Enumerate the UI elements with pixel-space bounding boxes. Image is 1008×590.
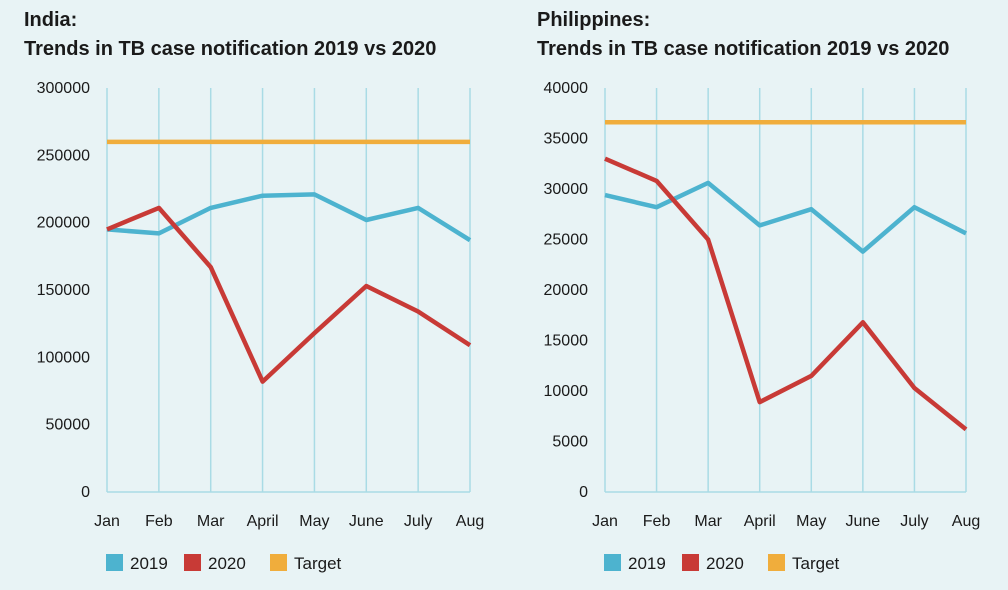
chart2-series-2020-line bbox=[604, 156, 968, 432]
chart2-title-line2: Trends in TB case notification 2019 vs 2… bbox=[537, 38, 949, 60]
chart1-y-tick-label: 300000 bbox=[37, 80, 90, 97]
chart2-x-tick-label: June bbox=[846, 513, 881, 530]
chart1-y-tick-label: 150000 bbox=[37, 282, 90, 299]
chart2-legend-label-2019: 2019 bbox=[628, 554, 666, 573]
chart2-series-2019-line bbox=[604, 180, 968, 254]
chart2-legend-label-2020: 2020 bbox=[706, 554, 744, 573]
chart2-legend-swatch-2020 bbox=[682, 554, 699, 571]
chart1-title-line2: Trends in TB case notification 2019 vs 2… bbox=[24, 38, 436, 60]
chart1-legend-swatch-target bbox=[270, 554, 287, 571]
chart2-y-tick-label: 0 bbox=[579, 484, 588, 501]
chart1-y-tick-label: 250000 bbox=[37, 147, 90, 164]
chart1-y-tick-label: 0 bbox=[81, 484, 90, 501]
chart1-title-line1: India: bbox=[24, 9, 77, 31]
chart2-title-line1: Philippines: bbox=[537, 9, 650, 31]
chart1-legend-swatch-2019 bbox=[106, 554, 123, 571]
chart2-y-tick-label: 25000 bbox=[544, 232, 589, 249]
chart2-x-tick-label: May bbox=[796, 513, 826, 530]
chart1-x-tick-label: July bbox=[404, 513, 432, 530]
chart2-x-tick-label: April bbox=[744, 513, 776, 530]
chart1-series-2020-line bbox=[106, 205, 472, 384]
chart2-y-tick-label: 20000 bbox=[544, 282, 589, 299]
chart1-x-tick-label: May bbox=[299, 513, 329, 530]
chart2-y-tick-label: 30000 bbox=[544, 181, 589, 198]
chart1-y-tick-label: 200000 bbox=[37, 215, 90, 232]
chart1-x-tick-label: Jan bbox=[94, 513, 120, 530]
chart2-y-tick-label: 5000 bbox=[552, 434, 588, 451]
chart2-x-tick-label: July bbox=[900, 513, 928, 530]
chart2-x-tick-label: Feb bbox=[643, 513, 671, 530]
chart1-x-tick-label: April bbox=[247, 513, 279, 530]
chart2-x-tick-label: Jan bbox=[592, 513, 618, 530]
chart1-legend-label-target: Target bbox=[294, 554, 342, 573]
chart2-y-tick-label: 40000 bbox=[544, 80, 589, 97]
chart2-y-tick-label: 35000 bbox=[544, 131, 589, 148]
chart1-x-tick-label: Mar bbox=[197, 513, 225, 530]
chart1-legend-swatch-2020 bbox=[184, 554, 201, 571]
chart2-y-tick-label: 15000 bbox=[544, 333, 589, 350]
chart1-y-tick-label: 50000 bbox=[46, 417, 91, 434]
chart1-x-tick-label: Feb bbox=[145, 513, 173, 530]
chart1-legend-label-2019: 2019 bbox=[130, 554, 168, 573]
chart2-legend-swatch-target bbox=[768, 554, 785, 571]
chart2-x-tick-label: Aug bbox=[952, 513, 980, 530]
chart1-y-tick-label: 100000 bbox=[37, 349, 90, 366]
chart2-x-tick-label: Mar bbox=[694, 513, 722, 530]
chart1-x-tick-label: Aug bbox=[456, 513, 484, 530]
chart1-legend-label-2020: 2020 bbox=[208, 554, 246, 573]
chart2-legend-swatch-2019 bbox=[604, 554, 621, 571]
chart2-legend-label-target: Target bbox=[792, 554, 840, 573]
chart2-y-tick-label: 10000 bbox=[544, 383, 589, 400]
chart1-x-tick-label: June bbox=[349, 513, 384, 530]
chart1-series-2019-line bbox=[106, 192, 472, 243]
